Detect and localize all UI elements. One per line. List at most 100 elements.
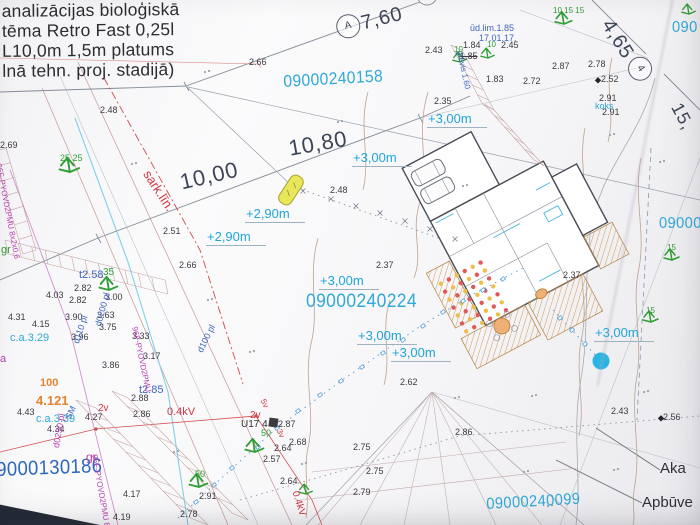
spot-height: 2.79: [353, 487, 371, 497]
feature-label: U17 4: [241, 419, 268, 430]
spot-height: 2.43: [425, 45, 443, 55]
tree-icon: [554, 11, 573, 25]
vegetation-label: 50: [261, 428, 272, 438]
spot-height: 2.72: [523, 76, 541, 86]
tree-icon: [298, 483, 313, 495]
pole-marker: [268, 417, 279, 428]
elevation-offset-label: +3,00m: [427, 112, 487, 128]
car-icon: [420, 176, 456, 205]
tree-layer: [58, 3, 696, 495]
spot-height: 2.78: [588, 59, 606, 69]
tree-icon: [480, 47, 495, 59]
spot-height: 4.43: [17, 407, 35, 417]
spot-height: 2.64: [274, 443, 292, 453]
spot-height: 1.85: [460, 51, 478, 61]
address-label: 100: [40, 377, 59, 389]
spot-height: 2.35: [434, 96, 452, 106]
spot-height: 4.19: [113, 512, 131, 522]
spot-height: 2.91: [602, 107, 620, 117]
spot-height: 2.64: [280, 476, 298, 486]
spot-height: 2.66: [249, 57, 267, 67]
tree-icon: [188, 472, 209, 488]
elevation-offset-label: +3,00m: [357, 329, 417, 345]
survey-note-blue: t2.58: [79, 269, 104, 281]
car-icon: [410, 158, 446, 187]
parcel-number: 09000: [659, 215, 700, 232]
spot-height: 2.62: [400, 377, 418, 387]
spot-height: 3.63: [97, 310, 115, 320]
spot-height: 2.48: [100, 105, 118, 115]
elevation-offset-label: +3,00m: [391, 346, 451, 362]
spot-height: 4.15: [32, 319, 50, 329]
survey-note-red: 0.4kV: [167, 406, 196, 418]
tree-icon: [244, 437, 265, 453]
tree-icon: [663, 248, 680, 261]
spot-height: 1.83: [486, 74, 504, 84]
red-lines-layer: [0, 57, 323, 525]
spot-height: 2.37: [376, 260, 394, 270]
survey-note-blue: c.a.3.29: [10, 332, 50, 344]
elevation-offset-label: +3,00m: [319, 274, 379, 290]
spot-height: 2.78: [180, 509, 198, 519]
spot-height: 2.51: [163, 226, 181, 236]
elevation-offset-label: +3,00m: [352, 151, 412, 167]
terrace-hatch: [460, 304, 542, 370]
spot-height: 2.86: [455, 427, 473, 437]
vegetation-label: 10 15 15: [553, 6, 585, 15]
address-label: 4.121: [36, 393, 69, 408]
survey-note-red: 2v: [250, 410, 261, 421]
spot-height: 2.88: [131, 393, 149, 403]
vegetation-label: 10: [454, 45, 463, 54]
spot-height: 3.00: [105, 292, 123, 302]
vegetation-label: 15: [667, 243, 676, 252]
spot-height: 2.66: [179, 260, 197, 270]
table-icon: [535, 288, 548, 299]
terrace-hatch: [583, 221, 630, 270]
spot-height: 2.45: [501, 40, 519, 50]
vegetation-label: 50: [195, 469, 206, 479]
spot-height: 2.43: [611, 406, 629, 416]
cable-label: a: [0, 353, 7, 365]
spot-height: 3.90: [65, 312, 83, 322]
spot-height: 2.82: [69, 295, 87, 305]
feature-label: Apbūve: [642, 494, 693, 511]
terrace-hatch: [527, 273, 604, 341]
vegetation-label: 15: [646, 306, 655, 315]
cable-label: gr: [86, 450, 97, 464]
spot-height: 2.82: [74, 283, 92, 293]
spot-height: 2.48: [330, 185, 348, 195]
tree-icon: [642, 310, 659, 323]
spot-height: 2.56: [663, 412, 681, 422]
house-plan: [401, 130, 630, 370]
spot-height: 2.52: [601, 74, 619, 84]
spot-height: 2.86: [133, 409, 151, 419]
spot-height: 3.86: [102, 360, 120, 370]
elevation-offset-label: +3,00m: [594, 326, 654, 342]
yellow-highlight-marker: [278, 174, 304, 206]
spot-height: 2.91: [199, 491, 217, 501]
spot-height: 2.87: [552, 61, 570, 71]
survey-note-blue: t2.85: [139, 384, 164, 396]
spot-height: 3.96: [71, 332, 89, 342]
parcel-number: 090: [672, 19, 698, 36]
spot-height: 4.03: [46, 290, 64, 300]
spot-height: 2.57: [263, 454, 281, 464]
spot-height: 4.34: [47, 424, 65, 434]
parcel-number: 09000240224: [306, 291, 417, 312]
garden-table-icon: [486, 310, 518, 342]
tree-icon: [452, 51, 467, 63]
spot-height: 2.37: [563, 270, 581, 280]
elevation-offset-label: +2,90m: [245, 207, 305, 223]
well-marker: [592, 352, 610, 370]
diamond-marker: [657, 415, 665, 422]
vegetation-label: 25 25: [60, 153, 83, 163]
spot-height: 3.75: [99, 322, 117, 332]
survey-note-red: 2v: [98, 403, 109, 414]
spot-height: 2.75: [353, 442, 371, 452]
spot-height: 2.75: [366, 466, 384, 476]
slope-hatch-layer: [0, 44, 579, 525]
spot-height: 3.33: [132, 331, 150, 341]
tree-icon: [681, 3, 696, 15]
